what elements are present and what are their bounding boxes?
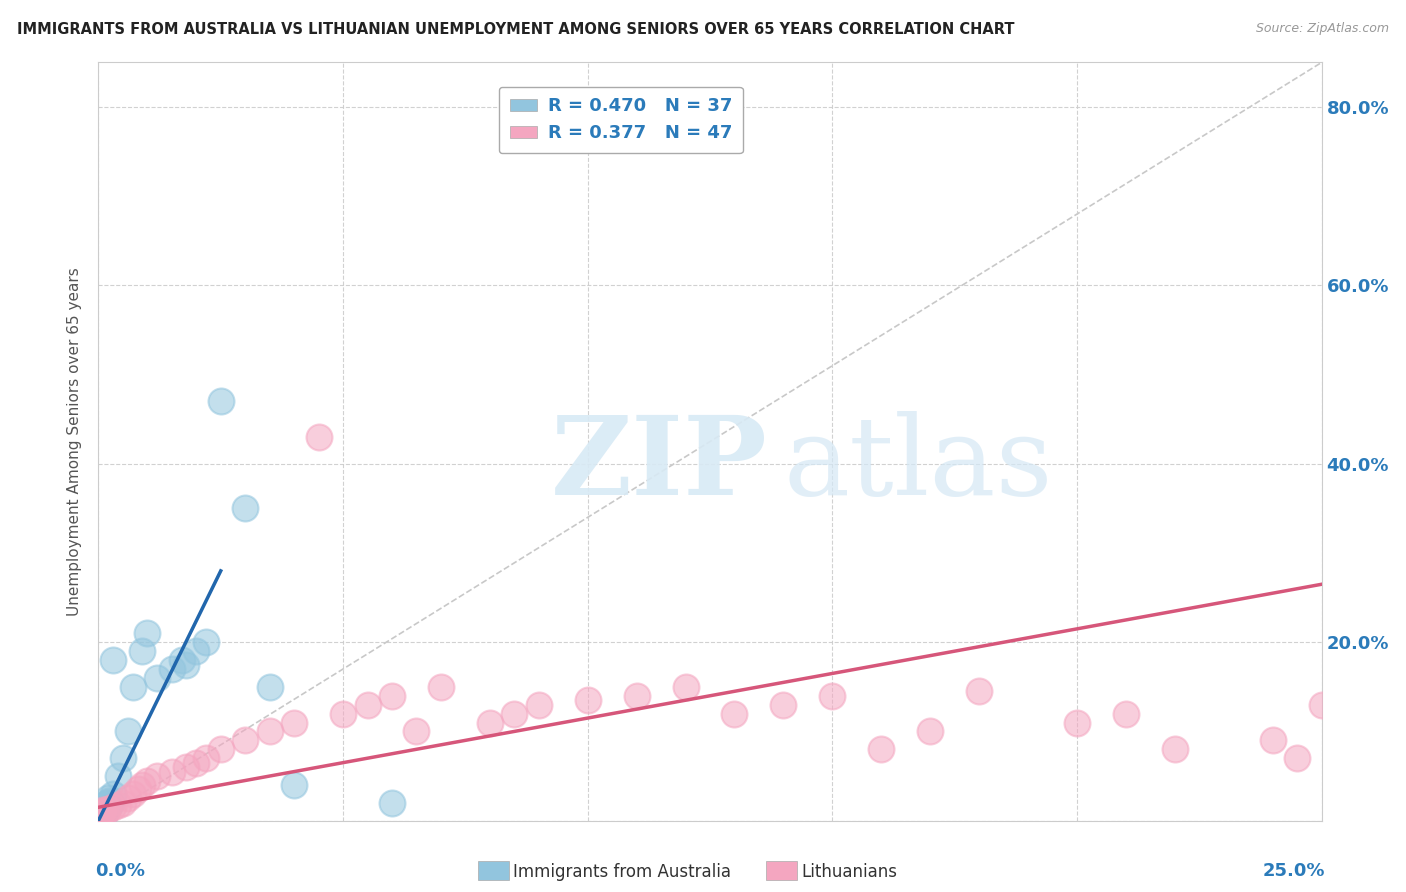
Point: [576, 693, 599, 707]
Point: [146, 671, 169, 685]
Point: [723, 706, 745, 721]
Point: [160, 662, 183, 676]
Point: [94, 803, 117, 817]
Text: ZIP: ZIP: [551, 411, 768, 517]
Point: [131, 644, 153, 658]
Point: [117, 791, 139, 805]
Point: [1286, 751, 1309, 765]
Point: [136, 773, 159, 788]
Point: [91, 802, 114, 816]
Point: [101, 653, 124, 667]
Point: [100, 796, 122, 810]
Point: [233, 501, 256, 516]
Point: [430, 680, 453, 694]
Point: [96, 796, 118, 810]
Legend: R = 0.470   N = 37, R = 0.377   N = 47: R = 0.470 N = 37, R = 0.377 N = 47: [499, 87, 742, 153]
Point: [111, 796, 134, 810]
Point: [127, 782, 149, 797]
Text: IMMIGRANTS FROM AUSTRALIA VS LITHUANIAN UNEMPLOYMENT AMONG SENIORS OVER 65 YEARS: IMMIGRANTS FROM AUSTRALIA VS LITHUANIAN …: [17, 22, 1014, 37]
Point: [146, 769, 169, 783]
Point: [186, 756, 208, 770]
Point: [1164, 742, 1187, 756]
Point: [91, 806, 114, 821]
Point: [91, 805, 114, 819]
Point: [176, 760, 198, 774]
Text: Source: ZipAtlas.com: Source: ZipAtlas.com: [1256, 22, 1389, 36]
Point: [89, 805, 111, 819]
Point: [209, 394, 232, 409]
Point: [478, 715, 501, 730]
Point: [1066, 715, 1088, 730]
Point: [259, 724, 281, 739]
Point: [233, 733, 256, 747]
Point: [967, 684, 990, 698]
Point: [381, 689, 404, 703]
Point: [96, 797, 118, 812]
Point: [98, 794, 121, 808]
Text: Lithuanians: Lithuanians: [801, 863, 897, 881]
Point: [195, 635, 218, 649]
Point: [170, 653, 193, 667]
Point: [97, 791, 120, 805]
Text: Immigrants from Australia: Immigrants from Australia: [513, 863, 731, 881]
Point: [90, 805, 112, 819]
Point: [209, 742, 232, 756]
Point: [121, 680, 143, 694]
Point: [91, 803, 114, 817]
Point: [107, 797, 129, 812]
Point: [101, 800, 124, 814]
Point: [405, 724, 427, 739]
Point: [356, 698, 378, 712]
Point: [381, 796, 404, 810]
Point: [89, 806, 111, 821]
Point: [89, 806, 111, 821]
Text: atlas: atlas: [783, 411, 1053, 517]
Point: [195, 751, 218, 765]
Point: [90, 805, 112, 820]
Point: [90, 805, 112, 820]
Text: 0.0%: 0.0%: [94, 863, 145, 880]
Point: [821, 689, 844, 703]
Point: [136, 626, 159, 640]
Point: [920, 724, 942, 739]
Point: [94, 805, 117, 819]
Point: [131, 778, 153, 792]
Y-axis label: Unemployment Among Seniors over 65 years: Unemployment Among Seniors over 65 years: [67, 268, 83, 615]
Point: [93, 800, 115, 814]
Point: [90, 807, 112, 822]
Point: [94, 805, 117, 820]
Point: [283, 715, 305, 730]
Point: [97, 800, 120, 814]
Point: [308, 430, 330, 444]
Point: [1310, 698, 1333, 712]
Point: [107, 769, 129, 783]
Point: [89, 803, 111, 817]
Point: [176, 657, 198, 672]
Point: [283, 778, 305, 792]
Point: [772, 698, 794, 712]
Point: [121, 787, 143, 801]
Point: [160, 764, 183, 779]
Point: [97, 802, 120, 816]
Text: 25.0%: 25.0%: [1263, 863, 1326, 880]
Point: [101, 787, 124, 801]
Point: [626, 689, 648, 703]
Point: [870, 742, 893, 756]
Point: [332, 706, 354, 721]
Point: [503, 706, 526, 721]
Point: [90, 804, 112, 818]
Point: [527, 698, 550, 712]
Point: [186, 644, 208, 658]
Point: [1115, 706, 1137, 721]
Point: [675, 680, 697, 694]
Point: [111, 751, 134, 765]
Point: [1261, 733, 1284, 747]
Point: [259, 680, 281, 694]
Point: [117, 724, 139, 739]
